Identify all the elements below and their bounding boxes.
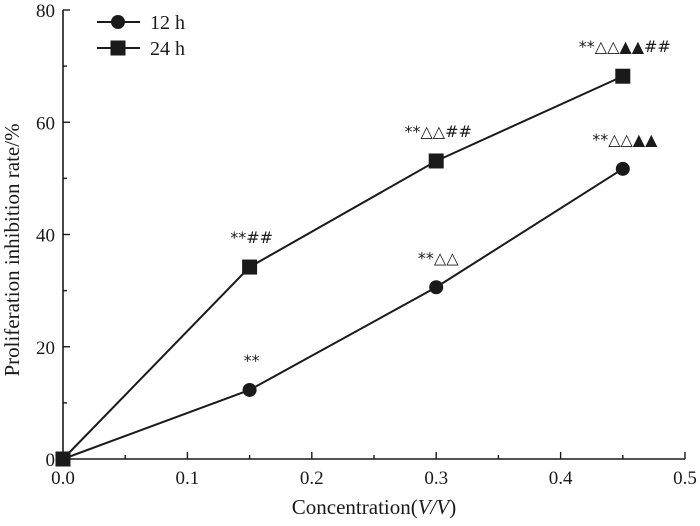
x-axis-label-suffix: ) bbox=[449, 495, 456, 519]
x-axis-label-prefix: Concentration( bbox=[292, 495, 418, 519]
significance-label-24h: **△△▲▲## bbox=[579, 37, 671, 56]
x-axis-ticks: 0.0 0.1 0.2 0.3 0.4 0.5 bbox=[51, 452, 697, 489]
y-tick-label: 60 bbox=[36, 113, 55, 134]
series-line-12h bbox=[62, 167, 624, 460]
x-tick-label: 0.1 bbox=[176, 468, 200, 489]
data-point-12h bbox=[242, 382, 257, 397]
series-markers bbox=[55, 68, 631, 467]
data-point-24h bbox=[55, 451, 71, 467]
data-point-12h bbox=[429, 280, 444, 295]
significance-label-12h: **△△▲▲ bbox=[592, 130, 658, 149]
y-tick-label: 80 bbox=[36, 1, 55, 22]
y-axis-label: Proliferation inhibition rate/% bbox=[0, 123, 24, 376]
x-tick-label: 0.4 bbox=[549, 468, 573, 489]
significance-label-24h: **△△## bbox=[404, 122, 471, 141]
data-point-24h bbox=[242, 259, 258, 275]
y-tick-label: 40 bbox=[36, 226, 55, 247]
significance-label-12h: **△△ bbox=[418, 248, 459, 267]
legend-label-12h: 12 h bbox=[150, 12, 185, 34]
x-tick-label: 0.3 bbox=[424, 468, 448, 489]
series-line-24h bbox=[62, 75, 624, 460]
x-tick-label: 0.0 bbox=[51, 468, 75, 489]
data-point-24h bbox=[428, 153, 444, 169]
legend-marker-12h bbox=[111, 15, 125, 29]
y-tick-label: 0 bbox=[46, 450, 56, 471]
significance-label-12h: ** bbox=[244, 351, 260, 370]
legend-label-24h: 24 h bbox=[150, 38, 185, 60]
axes bbox=[62, 10, 685, 460]
x-tick-label: 0.2 bbox=[300, 468, 324, 489]
legend-marker-24h bbox=[110, 40, 126, 56]
x-axis-label: Concentration(V/V) bbox=[292, 495, 456, 519]
data-point-24h bbox=[615, 68, 631, 84]
x-axis-label-italic: V/V bbox=[418, 495, 452, 519]
significance-annotations: ** **△△ **△△▲▲ **## **△△## **△△▲▲## bbox=[230, 37, 671, 370]
series-lines bbox=[62, 75, 624, 460]
data-point-12h bbox=[615, 161, 630, 176]
plot-frame-left-bottom bbox=[62, 10, 685, 460]
y-tick-label: 20 bbox=[36, 338, 55, 359]
legend: 12 h 24 h bbox=[97, 12, 185, 60]
x-tick-label: 0.5 bbox=[673, 468, 697, 489]
y-axis-ticks: 0 20 40 60 80 bbox=[36, 1, 70, 471]
significance-label-24h: **## bbox=[230, 228, 273, 247]
